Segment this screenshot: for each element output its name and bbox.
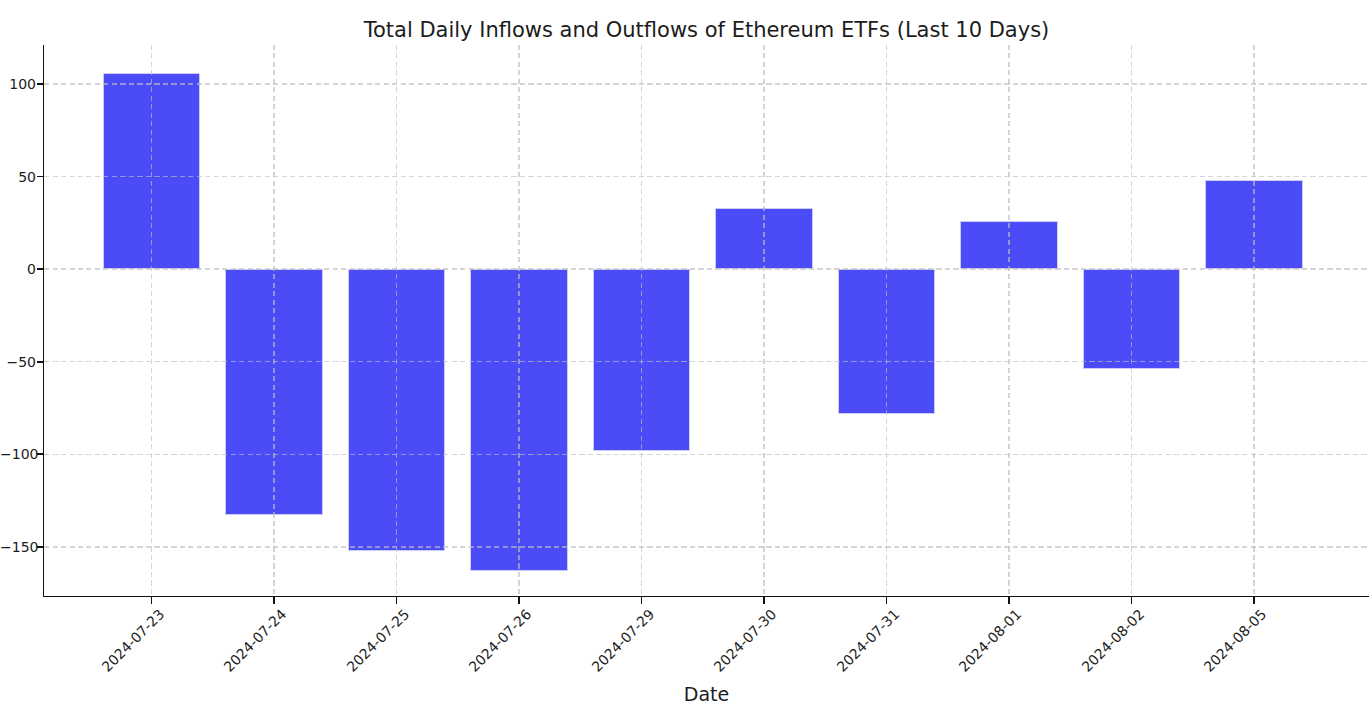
x-tick-label: 2024-07-31 (833, 606, 902, 675)
y-tick-mark (37, 83, 44, 85)
x-tick-label: 2024-08-01 (955, 606, 1024, 675)
x-axis-label: Date (44, 683, 1369, 705)
y-tick-label: −50 (0, 353, 36, 371)
x-tick-mark (641, 597, 643, 604)
y-tick-mark (37, 361, 44, 363)
y-tick-label: 0 (0, 260, 36, 278)
x-tick-mark (886, 597, 888, 604)
horizontal-gridline (44, 83, 1369, 84)
y-tick-mark (37, 453, 44, 455)
bar-2024-07-24 (225, 269, 323, 515)
x-tick-label: 2024-07-24 (220, 606, 289, 675)
chart-title: Total Daily Inflows and Outflows of Ethe… (44, 18, 1369, 42)
y-tick-label: −100 (0, 445, 36, 463)
x-tick-label: 2024-08-02 (1078, 606, 1147, 675)
y-tick-mark (37, 268, 44, 270)
bar-2024-07-25 (348, 269, 446, 551)
x-tick-mark (273, 597, 275, 604)
y-tick-mark (37, 176, 44, 178)
bar-2024-08-02 (1083, 269, 1181, 369)
ethereum-etf-flows-chart: Total Daily Inflows and Outflows of Ethe… (0, 0, 1369, 707)
y-tick-label: 50 (0, 168, 36, 186)
bar-2024-08-01 (960, 221, 1058, 269)
x-tick-mark (1253, 597, 1255, 604)
x-tick-mark (396, 597, 398, 604)
vertical-gridline (763, 45, 764, 597)
x-tick-label: 2024-07-26 (465, 606, 534, 675)
y-tick-mark (37, 546, 44, 548)
horizontal-gridline (44, 176, 1369, 177)
horizontal-gridline (44, 546, 1369, 547)
x-tick-mark (518, 597, 520, 604)
x-tick-mark (1131, 597, 1133, 604)
x-tick-label: 2024-07-25 (343, 606, 412, 675)
bar-2024-07-29 (593, 269, 691, 451)
x-tick-mark (1008, 597, 1010, 604)
bar-2024-07-23 (103, 73, 201, 269)
vertical-gridline (1008, 45, 1009, 597)
x-tick-label: 2024-07-30 (710, 606, 779, 675)
bar-2024-08-05 (1205, 180, 1303, 269)
y-axis-spine (43, 45, 45, 597)
bar-2024-07-26 (470, 269, 568, 571)
bar-2024-07-30 (715, 208, 813, 269)
y-tick-label: 100 (0, 75, 36, 93)
vertical-gridline (1253, 45, 1254, 597)
bar-2024-07-31 (838, 269, 936, 413)
x-tick-mark (763, 597, 765, 604)
x-tick-label: 2024-08-05 (1200, 606, 1269, 675)
x-tick-label: 2024-07-23 (98, 606, 167, 675)
x-tick-mark (151, 597, 153, 604)
y-tick-label: −150 (0, 538, 36, 556)
x-axis-spine (43, 596, 1369, 598)
x-tick-label: 2024-07-29 (588, 606, 657, 675)
